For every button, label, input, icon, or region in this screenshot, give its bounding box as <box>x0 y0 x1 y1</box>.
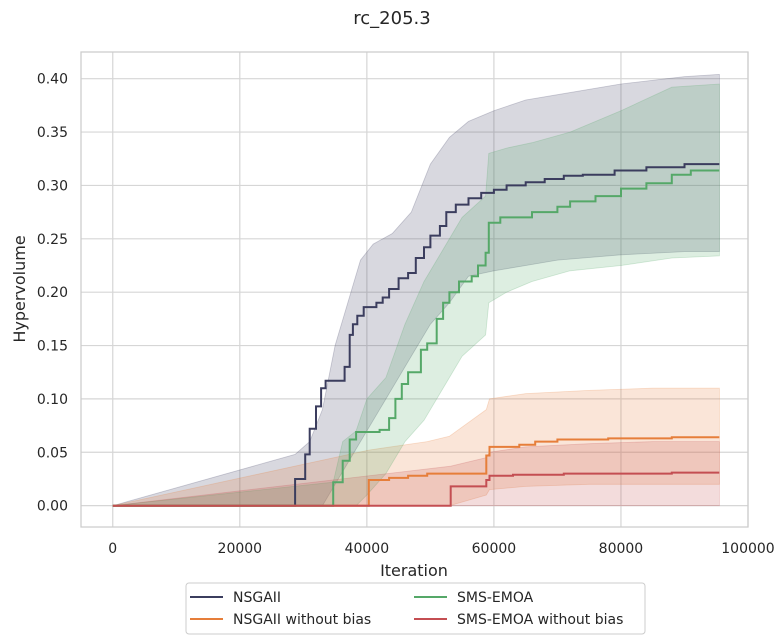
line-sms-emoa <box>112 169 720 507</box>
y-tick-label: 0.40 <box>37 72 68 88</box>
legend-label-sms-emoa: SMS-EMOA <box>457 590 534 606</box>
grid <box>81 52 749 527</box>
band-nsgaii <box>112 73 720 507</box>
legend-label-sms-emoa-without-bias: SMS-EMOA without bias <box>457 612 623 628</box>
legend: NSGAII NSGAII without bias SMS-EMOA SMS-EMO… <box>185 582 646 635</box>
line-nsgaii <box>112 163 720 507</box>
legend-label-nsgaii: NSGAII <box>233 590 281 606</box>
y-tick-label: 0.05 <box>37 445 68 461</box>
x-tick-label: 20000 <box>218 541 263 557</box>
band-nsgaii-without-bias <box>112 387 720 507</box>
y-tick-label: 0.25 <box>37 232 68 248</box>
plot-background <box>81 52 748 527</box>
chart-title: rc_205.3 <box>353 8 430 29</box>
line-sms-emoa-without-bias <box>112 471 720 507</box>
y-tick-label: 0.30 <box>37 178 68 194</box>
legend-label-nsgaii-without-bias: NSGAII without bias <box>233 612 371 628</box>
x-tick-label: 40000 <box>345 541 390 557</box>
legend-frame <box>185 582 646 635</box>
plot-frame <box>80 51 749 528</box>
x-axis-label: Iteration <box>380 561 448 580</box>
x-tick-label: 60000 <box>472 541 517 557</box>
x-axis-ticks: 0 20000 40000 60000 80000 100000 <box>108 541 774 557</box>
line-nsgaii-without-bias <box>112 436 720 507</box>
series-lines <box>112 163 720 507</box>
y-axis-label: Hypervolume <box>10 235 29 342</box>
x-tick-label: 0 <box>108 541 117 557</box>
y-tick-label: 0.10 <box>37 392 68 408</box>
x-tick-label: 100000 <box>721 541 774 557</box>
y-tick-label: 0.20 <box>37 285 68 301</box>
x-tick-label: 80000 <box>599 541 644 557</box>
y-tick-label: 0.15 <box>37 339 68 355</box>
y-axis-ticks: 0.00 0.05 0.10 0.15 0.20 0.25 0.30 0.35 0.40 <box>37 72 68 515</box>
y-tick-label: 0.35 <box>37 125 68 141</box>
y-tick-label: 0.00 <box>37 499 68 515</box>
